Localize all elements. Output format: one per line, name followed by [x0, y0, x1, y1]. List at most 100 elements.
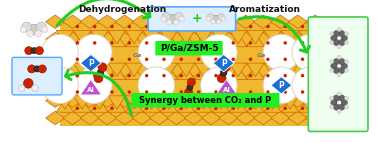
Polygon shape: [56, 96, 74, 109]
Circle shape: [339, 30, 345, 37]
Polygon shape: [132, 111, 152, 125]
Polygon shape: [219, 15, 238, 28]
Polygon shape: [271, 77, 292, 94]
Circle shape: [284, 25, 287, 28]
Polygon shape: [305, 94, 325, 107]
Circle shape: [221, 17, 226, 21]
Circle shape: [249, 74, 253, 77]
Polygon shape: [98, 63, 117, 77]
Polygon shape: [80, 111, 99, 125]
Circle shape: [93, 74, 96, 77]
Circle shape: [76, 90, 79, 94]
Circle shape: [168, 14, 177, 23]
Circle shape: [197, 107, 200, 110]
Polygon shape: [299, 63, 316, 77]
Circle shape: [344, 68, 349, 72]
Circle shape: [110, 74, 114, 77]
Polygon shape: [167, 15, 186, 28]
Polygon shape: [125, 96, 143, 109]
Polygon shape: [143, 66, 160, 80]
Circle shape: [284, 90, 287, 94]
Text: Al: Al: [223, 87, 231, 93]
Circle shape: [301, 74, 304, 77]
Circle shape: [197, 90, 200, 94]
Polygon shape: [212, 99, 229, 112]
Circle shape: [35, 47, 43, 55]
Polygon shape: [115, 63, 134, 77]
Circle shape: [339, 39, 345, 46]
Polygon shape: [160, 66, 177, 80]
Polygon shape: [74, 99, 91, 112]
Polygon shape: [98, 94, 117, 107]
Polygon shape: [115, 111, 134, 125]
Circle shape: [337, 27, 341, 32]
Circle shape: [162, 13, 170, 21]
Circle shape: [180, 57, 183, 61]
Polygon shape: [271, 94, 290, 107]
Circle shape: [232, 25, 235, 28]
Circle shape: [232, 107, 235, 110]
Circle shape: [330, 60, 334, 64]
Circle shape: [128, 57, 131, 61]
Polygon shape: [98, 111, 117, 125]
Circle shape: [42, 34, 78, 71]
Circle shape: [20, 26, 27, 33]
Polygon shape: [80, 94, 99, 107]
Polygon shape: [56, 99, 74, 112]
Circle shape: [207, 14, 214, 21]
Circle shape: [344, 105, 349, 109]
Text: Ga: Ga: [132, 53, 142, 58]
Polygon shape: [247, 63, 264, 77]
Circle shape: [180, 41, 183, 45]
Polygon shape: [247, 66, 264, 80]
Polygon shape: [201, 94, 221, 107]
Polygon shape: [264, 66, 281, 80]
Circle shape: [110, 90, 114, 94]
Circle shape: [93, 25, 96, 28]
Circle shape: [32, 85, 39, 92]
Circle shape: [284, 41, 287, 45]
Polygon shape: [108, 30, 125, 44]
Polygon shape: [63, 15, 82, 28]
Polygon shape: [229, 99, 247, 112]
Circle shape: [331, 100, 337, 106]
Polygon shape: [132, 94, 152, 107]
Polygon shape: [212, 33, 229, 47]
Polygon shape: [143, 96, 160, 109]
Circle shape: [18, 85, 25, 92]
Polygon shape: [108, 33, 125, 47]
Polygon shape: [167, 111, 186, 125]
Circle shape: [179, 16, 184, 22]
Polygon shape: [177, 33, 195, 47]
Circle shape: [333, 30, 339, 37]
Circle shape: [214, 25, 218, 28]
Circle shape: [76, 74, 79, 77]
Circle shape: [220, 69, 227, 76]
Polygon shape: [91, 30, 108, 44]
Circle shape: [197, 41, 200, 45]
Polygon shape: [212, 30, 229, 44]
Text: Synergy between CO₂ and P: Synergy between CO₂ and P: [139, 96, 271, 105]
Polygon shape: [229, 96, 247, 109]
Circle shape: [145, 90, 149, 94]
Polygon shape: [212, 63, 229, 77]
Polygon shape: [150, 111, 169, 125]
Polygon shape: [56, 30, 74, 44]
Circle shape: [214, 90, 218, 94]
Circle shape: [341, 35, 347, 41]
FancyBboxPatch shape: [155, 41, 223, 55]
Polygon shape: [91, 96, 108, 109]
Polygon shape: [271, 63, 290, 77]
Circle shape: [31, 47, 37, 54]
Circle shape: [232, 41, 235, 45]
Polygon shape: [108, 63, 125, 77]
Polygon shape: [56, 63, 74, 77]
Circle shape: [110, 41, 114, 45]
Circle shape: [94, 74, 103, 83]
Circle shape: [337, 109, 341, 113]
Polygon shape: [195, 96, 212, 109]
Circle shape: [333, 58, 339, 65]
Polygon shape: [254, 15, 273, 28]
Text: +: +: [191, 12, 202, 25]
Polygon shape: [160, 96, 177, 109]
